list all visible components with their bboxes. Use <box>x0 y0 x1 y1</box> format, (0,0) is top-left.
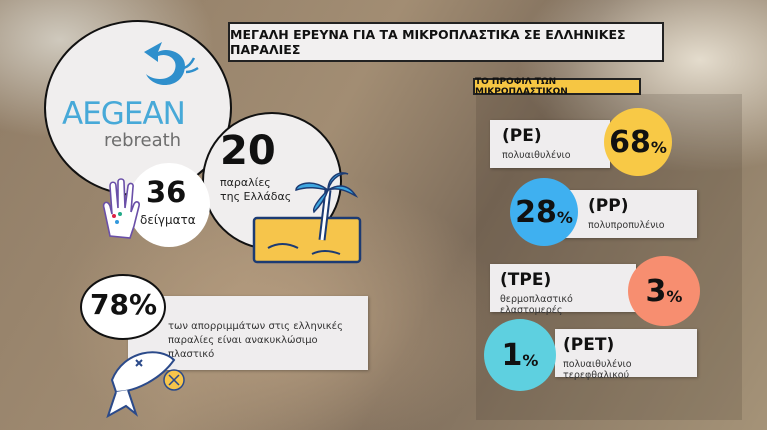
item-code: (PP) <box>588 196 629 216</box>
tpe-percent: 3% <box>628 256 700 326</box>
logo-sub: rebreath <box>104 130 182 151</box>
samples-value: 36 <box>146 175 187 209</box>
samples-label: δείγματα <box>140 213 196 227</box>
logo-wave-icon <box>144 42 199 85</box>
pp-percent: 28% <box>510 178 578 246</box>
pet-percent: 1% <box>484 319 556 391</box>
item-name: πολυπροπυλένιο <box>588 220 665 231</box>
profile-item-pp: (PP) πολυπροπυλένιο <box>560 190 697 238</box>
logo-circle: AEGEAN rebreath <box>44 20 232 196</box>
samples-stat: 36 δείγματα <box>128 163 210 247</box>
profile-item-tpe: (TPE) θερμοπλαστικό ελαστομερές <box>490 264 636 316</box>
item-name: πολυαιθυλένιο τερεφθαλικού <box>563 359 632 381</box>
page-title: ΜΕΓΑΛΗ ΕΡΕΥΝΑ ΓΙΑ ΤΑ ΜΙΚΡΟΠΛΑΣΤΙΚΑ ΣΕ ΕΛ… <box>228 22 664 62</box>
pe-percent: 68% <box>604 108 672 176</box>
beaches-line1: παραλίες <box>220 176 271 189</box>
hand-icon <box>102 178 140 239</box>
profile-item-pe: (PE) πολυαιθυλένιο <box>490 120 610 168</box>
beaches-value: 20 <box>220 128 276 174</box>
recyclable-text: των απορριμμάτων στις ελληνικές παραλίες… <box>168 321 343 360</box>
item-code: (PE) <box>502 126 542 146</box>
item-name: θερμοπλαστικό ελαστομερές <box>500 294 573 316</box>
palm-beach-icon <box>252 172 362 264</box>
item-code: (TPE) <box>500 270 552 290</box>
recyclable-stat: 78% <box>80 274 166 340</box>
profile-item-pet: (PET) πολυαιθυλένιο τερεφθαλικού <box>555 329 697 381</box>
profile-label: ΤΟ ΠΡΟΦΙΛ ΤΩΝ ΜΙΚΡΟΠΛΑΣΤΙΚΩΝ <box>473 77 641 97</box>
item-name: πολυαιθυλένιο <box>502 150 571 161</box>
dead-fish-icon <box>106 351 185 419</box>
item-code: (PET) <box>563 335 615 355</box>
recyclable-value: 78% <box>90 288 158 321</box>
beaches-line2: της Ελλάδας <box>220 190 292 203</box>
logo-name: AEGEAN <box>62 96 186 132</box>
